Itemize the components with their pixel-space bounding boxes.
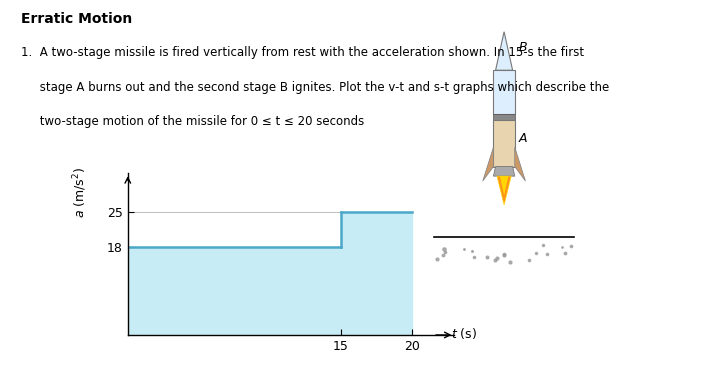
Polygon shape xyxy=(483,147,493,181)
Bar xyxy=(493,120,515,166)
Text: Erratic Motion: Erratic Motion xyxy=(21,12,133,25)
Text: stage A burns out and the second stage B ignites. Plot the v-t and s-t graphs wh: stage A burns out and the second stage B… xyxy=(21,81,610,94)
Polygon shape xyxy=(496,32,513,70)
Polygon shape xyxy=(515,147,525,181)
Y-axis label: $a\ \rm (m/s^2)$: $a\ \rm (m/s^2)$ xyxy=(71,167,89,218)
Polygon shape xyxy=(493,166,515,176)
Polygon shape xyxy=(497,176,511,205)
Bar xyxy=(493,70,515,114)
Bar xyxy=(493,114,515,120)
Text: 1.  A two-stage missile is fired vertically from rest with the acceleration show: 1. A two-stage missile is fired vertical… xyxy=(21,46,584,59)
Text: two-stage motion of the missile for 0 ≤ t ≤ 20 seconds: two-stage motion of the missile for 0 ≤ … xyxy=(21,116,364,129)
Polygon shape xyxy=(500,176,508,195)
Text: $t\ \rm (s)$: $t\ \rm (s)$ xyxy=(451,326,477,341)
Text: A: A xyxy=(518,132,527,146)
Text: B: B xyxy=(518,41,527,54)
